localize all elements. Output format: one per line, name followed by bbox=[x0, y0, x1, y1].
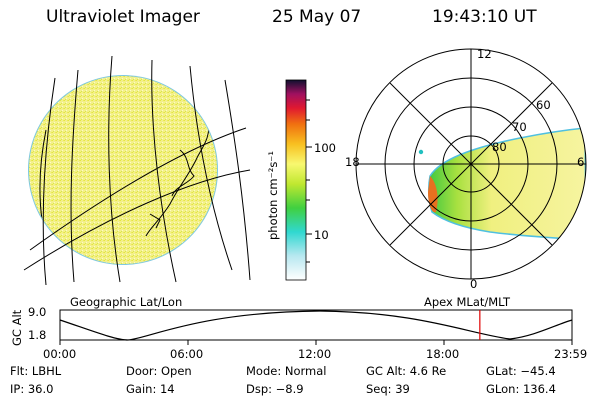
altitude-ytick-1-8: 1.8 bbox=[28, 328, 47, 342]
info-filter: Flt: LBHL bbox=[10, 364, 62, 378]
info-gc-alt: GC Alt: 4.6 Re bbox=[366, 364, 447, 378]
xtick-0000: 00:00 bbox=[43, 347, 77, 361]
info-glat: GLat: −45.4 bbox=[486, 364, 556, 378]
mlt-label-18: 18 bbox=[345, 155, 360, 169]
colorbar-tick-100: 100 bbox=[314, 141, 336, 155]
right-panel-caption: Apex MLat/MLT bbox=[424, 295, 511, 309]
info-seq: Seq: 39 bbox=[366, 382, 410, 396]
info-dsp: Dsp: −8.9 bbox=[246, 382, 304, 396]
lat-label-60: 60 bbox=[536, 98, 551, 112]
lat-label-70: 70 bbox=[512, 120, 527, 134]
info-ip: IP: 36.0 bbox=[10, 382, 54, 396]
xtick-0600: 06:00 bbox=[170, 347, 204, 361]
colorbar bbox=[285, 79, 307, 281]
altitude-ytick-9: 9.0 bbox=[28, 305, 47, 319]
date-label: 25 May 07 bbox=[272, 7, 362, 27]
xtick-2359: 23:59 bbox=[554, 347, 588, 361]
colorbar-unit-label: photon cm⁻²s⁻¹ bbox=[266, 151, 280, 240]
xtick-1200: 12:00 bbox=[298, 347, 332, 361]
lat-label-80: 80 bbox=[492, 140, 507, 154]
altitude-ylabel: GC Alt bbox=[10, 309, 24, 346]
mlt-label-6: 6 bbox=[577, 155, 585, 169]
info-gain: Gain: 14 bbox=[126, 382, 175, 396]
instrument-title: Ultraviolet Imager bbox=[46, 7, 200, 27]
polar-plot bbox=[355, 48, 587, 280]
mlt-label-0: 0 bbox=[470, 277, 478, 291]
info-glon: GLon: 136.4 bbox=[486, 382, 556, 396]
time-label: 19:43:10 UT bbox=[432, 7, 537, 27]
info-mode: Mode: Normal bbox=[246, 364, 327, 378]
xtick-1800: 18:00 bbox=[426, 347, 460, 361]
mlt-label-12: 12 bbox=[477, 47, 492, 61]
altitude-plot bbox=[59, 309, 573, 345]
geographic-disk bbox=[23, 55, 251, 286]
left-panel-caption: Geographic Lat/Lon bbox=[70, 295, 183, 309]
colorbar-tick-10: 10 bbox=[314, 228, 329, 242]
info-door: Door: Open bbox=[126, 364, 192, 378]
colorbar-ticks bbox=[306, 99, 312, 263]
